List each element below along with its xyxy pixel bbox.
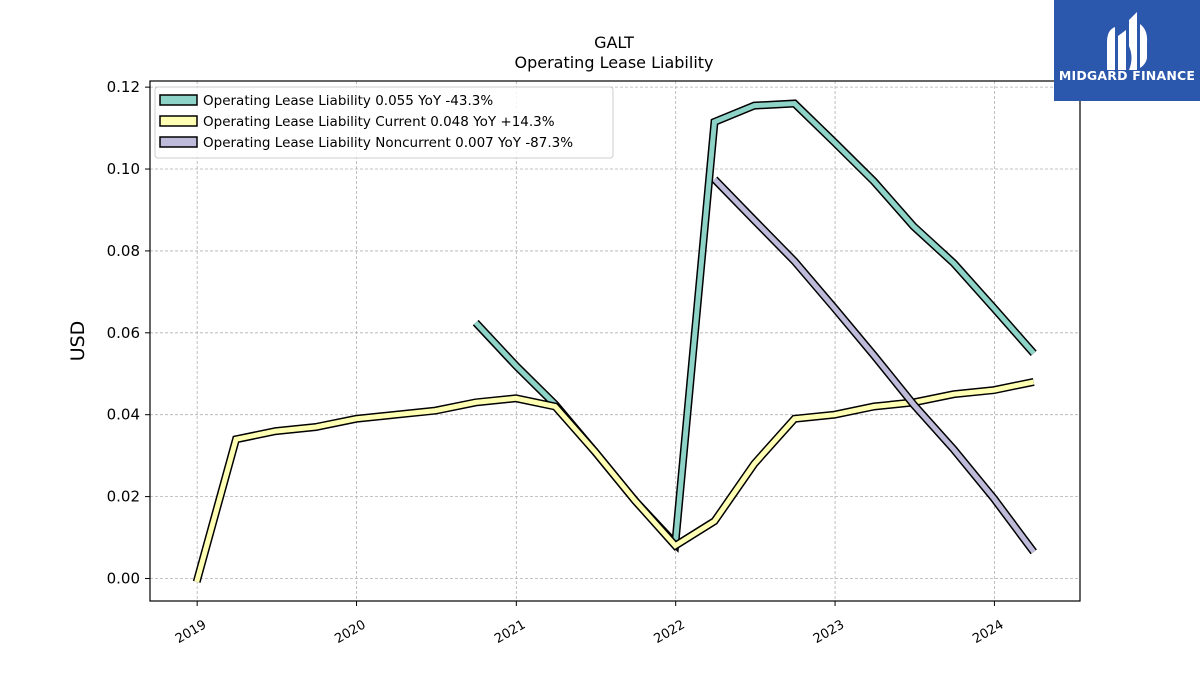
series-line-fill xyxy=(194,379,1035,583)
grid-lines xyxy=(150,81,1080,601)
y-tick-label: 0.04 xyxy=(107,406,140,424)
series-line-fill xyxy=(473,100,1036,550)
legend: Operating Lease Liability 0.055 YoY -43.… xyxy=(154,86,614,159)
x-tick-label: 2019 xyxy=(173,617,209,647)
series-2-line xyxy=(192,377,1035,583)
x-tick-label: 2020 xyxy=(332,617,368,647)
x-tick-label: 2023 xyxy=(811,617,847,647)
legend-swatch xyxy=(159,94,198,106)
legend-box xyxy=(154,86,614,159)
x-tick-label: 2024 xyxy=(970,617,1006,647)
midgard-logo-icon xyxy=(1054,0,1200,101)
y-tick-label: 0.12 xyxy=(107,78,140,96)
chart-subtitle: Operating Lease Liability xyxy=(514,53,713,72)
y-tick-label: 0.00 xyxy=(107,569,140,587)
legend-swatch xyxy=(159,136,198,148)
series-line-outline xyxy=(192,377,1035,583)
series-line-outline xyxy=(711,176,1037,555)
series-line-outline xyxy=(472,99,1037,553)
y-axis-label: USD xyxy=(67,321,89,362)
brand-logo: MIDGARD FINANCE xyxy=(1054,0,1200,101)
series-1-line xyxy=(472,99,1037,553)
x-tick-label: 2022 xyxy=(652,617,688,647)
axis-ticks: 0.00 0.02 0.04 0.06 0.08 0.10 0.12 2019 2020 2021… xyxy=(107,78,1007,647)
y-tick-label: 0.08 xyxy=(107,242,140,260)
legend-swatch xyxy=(159,115,198,127)
legend-label: Operating Lease Liability Noncurrent 0.0… xyxy=(203,135,573,151)
series-3-line xyxy=(711,176,1037,555)
legend-label: Operating Lease Liability Current 0.048 … xyxy=(203,114,555,130)
plot-frame xyxy=(149,80,1081,602)
y-tick-label: 0.06 xyxy=(107,324,140,342)
brand-name: MIDGARD FINANCE xyxy=(1058,68,1196,83)
y-tick-label: 0.10 xyxy=(107,160,140,178)
x-tick-label: 2021 xyxy=(492,617,528,647)
series-lines xyxy=(192,99,1037,583)
legend-label: Operating Lease Liability 0.055 YoY -43.… xyxy=(203,93,493,109)
series-line-fill xyxy=(712,177,1036,554)
y-tick-label: 0.02 xyxy=(107,488,140,506)
chart-title: GALT xyxy=(594,33,634,52)
